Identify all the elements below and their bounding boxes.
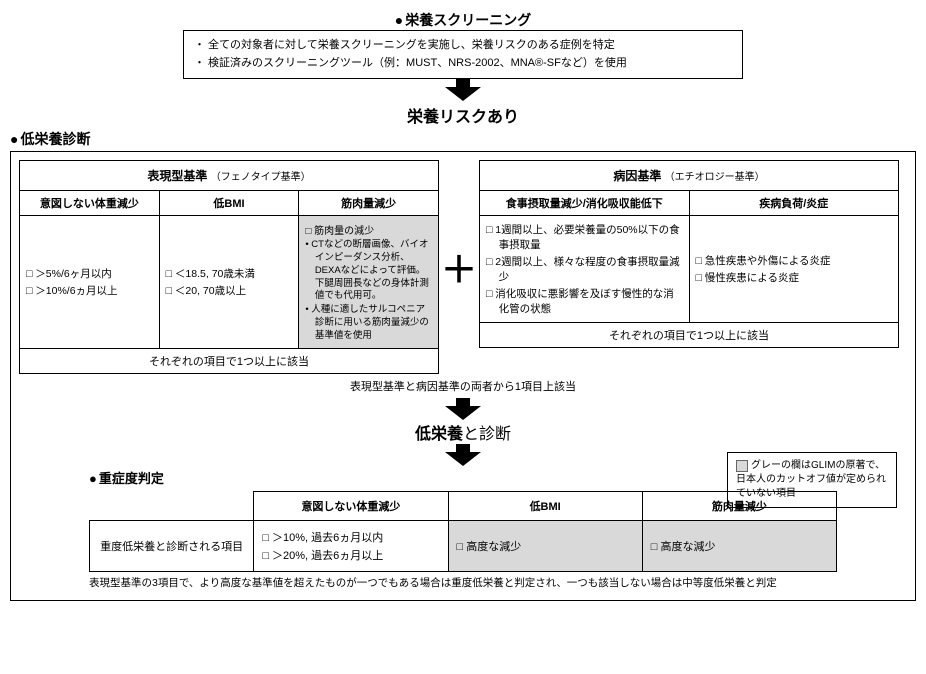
etio-disease-item0: 急性疾患や外傷による炎症 <box>696 253 893 268</box>
etio-col-disease: 疾病負荷/炎症 <box>689 191 899 216</box>
arrow-down-icon-2 <box>445 406 481 420</box>
etiology-table: 病因基準 （エチオロジー基準） 食事摂取量減少/消化吸収能低下 疾病負荷/炎症 … <box>479 160 899 348</box>
pheno-col-muscle: 筋肉量減少 <box>299 191 439 216</box>
pheno-bmi-cell: ＜18.5, 70歳未満 ＜20, 70歳以上 <box>159 216 299 349</box>
etio-footer: それぞれの項目で1つ以上に該当 <box>480 323 899 348</box>
etio-intake-item1: 2週間以上、様々な程度の食事摂取量減少 <box>486 254 683 284</box>
arrow-stem-2 <box>456 398 470 406</box>
etio-intake-item0: 1週間以上、必要栄養量の50%以下の食事摂取量 <box>486 222 683 252</box>
etiology-header-main: 病因基準 <box>613 169 661 183</box>
screening-line2: ・ 検証済みのスクリーニングツール（例：MUST、NRS-2002、MNA®-S… <box>194 55 732 73</box>
diagnosis-title: 低栄養診断 <box>10 129 916 149</box>
etio-col-intake: 食事摂取量減少/消化吸収能低下 <box>480 191 690 216</box>
pheno-muscle-note0: CTなどの断層画像、バイオインピーダンス分析、DEXAなどによって評価。下腿周囲… <box>305 239 432 303</box>
pheno-col-bmi: 低BMI <box>159 191 299 216</box>
etio-intake-item2: 消化吸収に悪影響を及ぼす慢性的な消化管の状態 <box>486 286 683 316</box>
sev-bmi-cell: 高度な減少 <box>448 520 642 571</box>
etio-disease-item1: 慢性疾患による炎症 <box>696 270 893 285</box>
sev-muscle-cell: 高度な減少 <box>642 520 836 571</box>
sev-col-bmi: 低BMI <box>448 491 642 520</box>
criteria-row: 表現型基準 （フェノタイプ基準） 意図しない体重減少 低BMI 筋肉量減少 ＞5… <box>19 160 907 374</box>
pheno-col-weight: 意図しない体重減少 <box>20 191 160 216</box>
etiology-header-paren: （エチオロジー基準） <box>665 172 765 183</box>
severity-note: 表現型基準の3項目で、より高度な基準値を超えたものが一つでもある場合は重度低栄養… <box>89 576 837 591</box>
phenotype-header: 表現型基準 （フェノタイプ基準） <box>20 161 439 191</box>
arrow-down-icon-3 <box>445 452 481 466</box>
pheno-weight-cell: ＞5%/6ヶ月以内 ＞10%/6ヵ月以上 <box>20 216 160 349</box>
sev-bmi-item: 高度な減少 <box>457 538 634 554</box>
diagnosis-outer-box: 表現型基準 （フェノタイプ基準） 意図しない体重減少 低BMI 筋肉量減少 ＞5… <box>10 151 916 601</box>
phenotype-header-main: 表現型基準 <box>147 169 207 183</box>
phenotype-table-wrap: 表現型基準 （フェノタイプ基準） 意図しない体重減少 低BMI 筋肉量減少 ＞5… <box>19 160 439 374</box>
pheno-muscle-title: 筋肉量の減少 <box>305 222 432 237</box>
severity-wrap: 重症度判定 意図しない体重減少 低BMI 筋肉量減少 重度低栄養と診断される項目… <box>89 468 837 591</box>
pheno-footer: それぞれの項目で1つ以上に該当 <box>20 348 439 373</box>
sev-weight-item0: ＞10%, 過去6ヵ月以内 <box>262 529 439 545</box>
diagnosis-label: 低栄養と診断 <box>19 420 907 444</box>
pheno-weight-item1: ＞10%/6ヵ月以上 <box>26 283 153 298</box>
sev-muscle-item: 高度な減少 <box>651 538 828 554</box>
risk-label: 栄養リスクあり <box>10 103 916 127</box>
sev-col-weight: 意図しない体重減少 <box>254 491 448 520</box>
screening-line1: ・ 全ての対象者に対して栄養スクリーニングを実施し、栄養リスクのある症例を特定 <box>194 37 732 55</box>
plus-icon: ＋ <box>439 160 479 374</box>
sev-weight-cell: ＞10%, 過去6ヵ月以内 ＞20%, 過去6ヵ月以上 <box>254 520 448 571</box>
sev-empty-hdr <box>90 491 254 520</box>
phenotype-header-paren: （フェノタイプ基準） <box>211 172 311 183</box>
etiology-header: 病因基準 （エチオロジー基準） <box>480 161 899 191</box>
pheno-bmi-item1: ＜20, 70歳以上 <box>166 283 293 298</box>
diagnosis-label-bold: 低栄養 <box>415 426 463 443</box>
severity-title: 重症度判定 <box>89 468 837 487</box>
etio-disease-cell: 急性疾患や外傷による炎症 慢性疾患による炎症 <box>689 216 899 323</box>
screening-title: 栄養スクリーニング <box>395 12 531 28</box>
pheno-weight-item0: ＞5%/6ヶ月以内 <box>26 266 153 281</box>
etiology-table-wrap: 病因基準 （エチオロジー基準） 食事摂取量減少/消化吸収能低下 疾病負荷/炎症 … <box>479 160 899 374</box>
arrow-stem <box>456 79 470 87</box>
pheno-muscle-note1: 人種に適したサルコペニア診断に用いる筋肉量減少の基準値を使用 <box>305 304 432 342</box>
sev-rowhdr: 重度低栄養と診断される項目 <box>90 520 254 571</box>
etio-intake-cell: 1週間以上、必要栄養量の50%以下の食事摂取量 2週間以上、様々な程度の食事摂取… <box>480 216 690 323</box>
both-criteria-note: 表現型基準と病因基準の両者から1項目上該当 <box>19 378 907 394</box>
arrow-down-icon <box>445 87 481 101</box>
screening-box: ・ 全ての対象者に対して栄養スクリーニングを実施し、栄養リスクのある症例を特定 … <box>183 30 743 79</box>
severity-table: 意図しない体重減少 低BMI 筋肉量減少 重度低栄養と診断される項目 ＞10%,… <box>89 491 837 572</box>
sev-weight-item1: ＞20%, 過去6ヵ月以上 <box>262 547 439 563</box>
arrow-stem-3 <box>456 444 470 452</box>
pheno-muscle-cell: 筋肉量の減少 CTなどの断層画像、バイオインピーダンス分析、DEXAなどによって… <box>299 216 439 349</box>
pheno-bmi-item0: ＜18.5, 70歳未満 <box>166 266 293 281</box>
sev-col-muscle: 筋肉量減少 <box>642 491 836 520</box>
diagnosis-label-tail: と診断 <box>463 426 511 443</box>
phenotype-table: 表現型基準 （フェノタイプ基準） 意図しない体重減少 低BMI 筋肉量減少 ＞5… <box>19 160 439 374</box>
